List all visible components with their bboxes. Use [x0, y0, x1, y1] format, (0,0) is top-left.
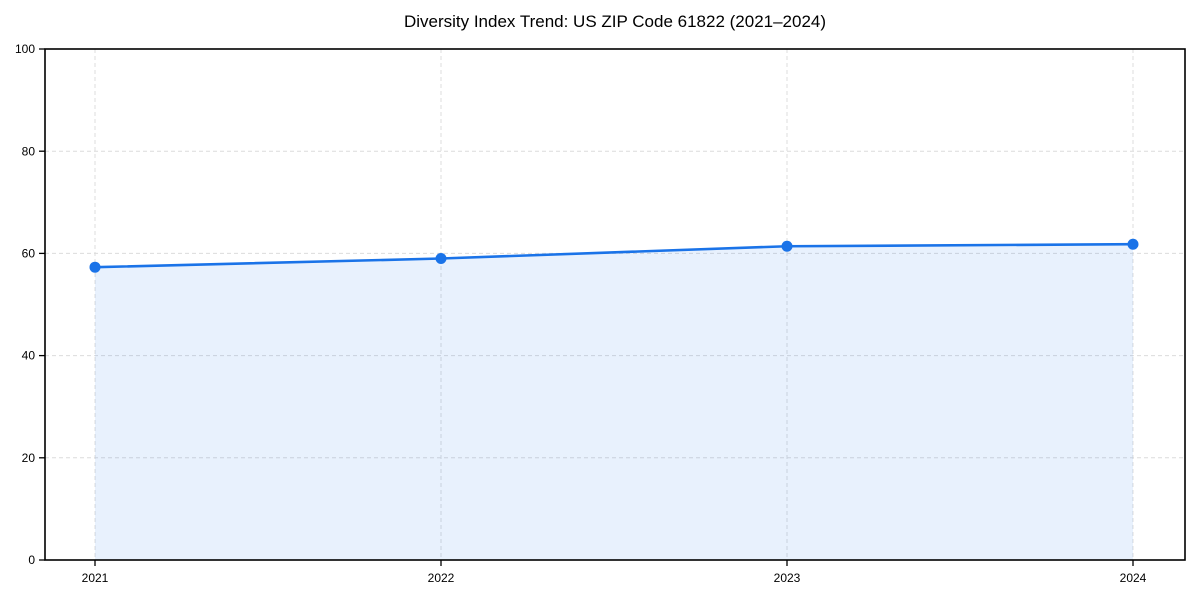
- chart-title: Diversity Index Trend: US ZIP Code 61822…: [403, 12, 827, 31]
- plot-spines: [44, 48, 1186, 561]
- y-tick-label: 20: [22, 451, 36, 465]
- y-tick-label: 80: [22, 144, 36, 158]
- x-tick-label: 2024: [1120, 571, 1147, 585]
- x-tick-label: 2021: [82, 571, 109, 585]
- data-point-marker: [435, 253, 447, 265]
- y-tick-label: 0: [28, 553, 35, 567]
- y-tick-label: 40: [22, 349, 36, 363]
- data-point-marker: [89, 261, 101, 273]
- x-tick-label: 2022: [428, 571, 455, 585]
- y-tick-label: 100: [15, 42, 35, 56]
- data-point-marker: [781, 240, 793, 252]
- y-tick-label: 60: [22, 246, 36, 260]
- area-fill: [95, 244, 1133, 560]
- trend-line: [93, 242, 1135, 269]
- x-tick-label: 2023: [774, 571, 801, 585]
- data-point-marker: [1127, 238, 1139, 250]
